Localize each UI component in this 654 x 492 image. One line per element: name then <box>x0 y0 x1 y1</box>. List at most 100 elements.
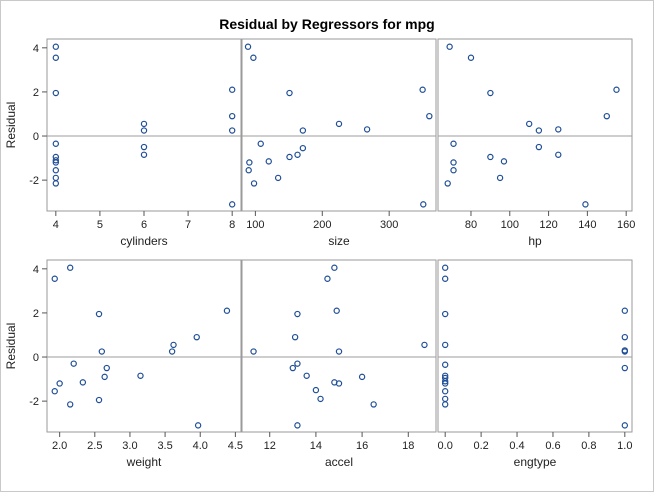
data-point <box>555 126 562 133</box>
y-tick-label: 4 <box>33 264 39 276</box>
x-tick-label: 3.0 <box>122 440 137 452</box>
x-tick-label: 16 <box>356 440 368 452</box>
data-point <box>441 401 449 408</box>
data-point <box>103 364 110 372</box>
data-point <box>450 167 457 174</box>
data-point <box>244 43 252 50</box>
x-tick-label: 5 <box>97 219 103 231</box>
panel-frame-size <box>241 38 437 212</box>
data-point <box>370 401 377 408</box>
x-tick-label: 12 <box>264 440 276 452</box>
data-point <box>245 167 252 174</box>
x-axis-label: weight <box>126 455 162 469</box>
data-point <box>500 158 508 165</box>
data-point <box>358 373 366 381</box>
panel-engtype: 0.0 0.2 0.4 0.6 0.8 1.0 engtype <box>437 259 633 469</box>
data-point <box>335 380 343 387</box>
x-tick-label: 0.6 <box>545 440 560 452</box>
data-point <box>487 153 494 161</box>
x-tick-label: 160 <box>617 219 635 231</box>
data-point <box>286 153 293 161</box>
data-point <box>324 275 331 282</box>
data-point <box>621 333 629 341</box>
y-tick-label: 0 <box>33 352 39 364</box>
chart-title: Residual by Regressors for mpg <box>219 16 435 32</box>
data-point <box>56 380 63 387</box>
x-tick-label: 2.0 <box>52 440 67 452</box>
y-tick-label: 2 <box>33 308 39 320</box>
data-point <box>303 372 310 379</box>
data-point <box>312 386 320 394</box>
data-point <box>286 89 293 97</box>
panel-size: 100 200 300 size <box>241 38 437 248</box>
data-point <box>250 348 257 355</box>
data-point <box>52 89 60 97</box>
data-point <box>51 388 58 395</box>
data-point <box>52 140 60 147</box>
x-tick-label: 4.5 <box>228 440 243 452</box>
data-point <box>446 43 453 50</box>
data-point <box>228 127 236 134</box>
x-tick-label: 0.8 <box>581 440 596 452</box>
data-point <box>419 86 426 93</box>
x-axis-label: engtype <box>514 455 557 469</box>
panel-hp: 80 100 120 140 160 hp <box>437 38 635 248</box>
x-tick-label: 100 <box>246 219 264 231</box>
data-point <box>496 174 504 182</box>
data-point <box>66 401 74 408</box>
data-point <box>582 201 589 208</box>
x-tick-label: 0.0 <box>438 440 453 452</box>
x-tick-label: 2.5 <box>87 440 102 452</box>
data-point <box>140 151 148 158</box>
x-tick-label: 8 <box>229 219 235 231</box>
data-point <box>441 264 449 271</box>
x-tick-label: 14 <box>310 440 322 452</box>
data-point <box>265 158 272 165</box>
panel-frame-accel <box>241 259 437 433</box>
data-point <box>441 378 449 385</box>
data-point <box>250 54 257 61</box>
x-axis-label: hp <box>528 234 542 248</box>
data-point <box>228 112 236 120</box>
panel-frame-engtype <box>437 259 633 433</box>
data-point <box>294 310 301 318</box>
x-tick-label: 100 <box>501 219 519 231</box>
y-tick-label: 0 <box>33 131 39 143</box>
x-tick-label: 18 <box>402 440 414 452</box>
x-axis-label: size <box>328 234 350 248</box>
y-tick-label: 4 <box>33 43 39 55</box>
panel-weight: 2.0 2.5 3.0 3.5 4.0 4.5 weight -2 0 2 4 Residual <box>4 259 243 469</box>
data-point <box>246 159 253 166</box>
x-axis-label: cylinders <box>120 234 167 248</box>
data-point <box>621 364 629 372</box>
data-point <box>137 372 144 379</box>
data-point <box>441 380 449 387</box>
data-point <box>228 86 236 93</box>
data-point <box>52 157 60 164</box>
data-point <box>98 348 106 355</box>
data-point <box>79 379 87 386</box>
data-point <box>450 140 457 147</box>
data-point <box>363 126 371 133</box>
data-point <box>426 112 433 120</box>
data-point <box>555 151 562 158</box>
data-point <box>421 341 428 349</box>
x-tick-label: 4 <box>53 219 59 231</box>
data-point <box>335 120 343 128</box>
x-tick-label: 140 <box>578 219 596 231</box>
data-point <box>441 275 449 282</box>
data-point <box>140 127 148 134</box>
data-point <box>450 159 457 166</box>
data-point <box>70 360 77 367</box>
data-point <box>294 151 301 158</box>
data-point <box>170 341 177 349</box>
data-point <box>193 333 200 341</box>
data-point <box>335 348 343 355</box>
data-point <box>52 43 60 50</box>
x-tick-label: 7 <box>185 219 191 231</box>
panels-group: 4 5 6 7 8 cylinders -2 0 2 4 Residual 100 200 300 size… <box>4 38 635 469</box>
data-point <box>331 264 338 271</box>
data-point <box>223 307 231 314</box>
x-tick-label: 120 <box>539 219 557 231</box>
data-point <box>613 86 620 93</box>
